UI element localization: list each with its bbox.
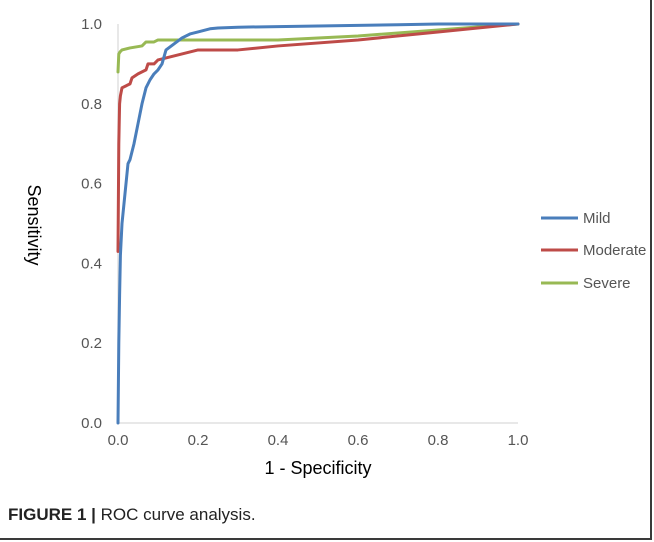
legend-label: Severe [583, 275, 631, 292]
tick-labels: 0.0 0.2 0.4 0.6 0.8 1.0 0.0 0.2 0.4 0.6 0.8 1.0 [81, 16, 528, 449]
y-tick-label: 0.0 [81, 415, 102, 432]
y-tick-label: 0.2 [81, 335, 102, 352]
series-line-severe [116, 22, 520, 74]
series-line-mild [116, 22, 520, 425]
legend-item-mild: Mild [541, 210, 611, 227]
x-tick-label: 0.6 [348, 432, 369, 449]
x-tick-label: 0.8 [428, 432, 449, 449]
legend: Mild Moderate Severe [541, 210, 646, 292]
y-tick-label: 1.0 [81, 16, 102, 33]
chart-axes [117, 24, 518, 424]
y-axis-title: Sensitivity [24, 184, 44, 265]
legend-label: Moderate [583, 242, 646, 259]
y-tick-label: 0.8 [81, 96, 102, 113]
series-line-moderate [116, 22, 520, 253]
roc-chart: 0.0 0.2 0.4 0.6 0.8 1.0 0.0 0.2 0.4 0.6 0.8 1.0 Mil… [24, 16, 646, 478]
x-tick-label: 0.0 [108, 432, 129, 449]
legend-item-moderate: Moderate [541, 242, 646, 259]
x-tick-label: 0.2 [188, 432, 209, 449]
legend-label: Mild [583, 210, 611, 227]
y-tick-label: 0.6 [81, 176, 102, 193]
caption-label: FIGURE 1 | [8, 505, 96, 524]
x-axis-title: 1 - Specificity [264, 458, 371, 478]
series-lines [116, 22, 520, 425]
legend-item-severe: Severe [541, 275, 631, 292]
caption-text: ROC curve analysis. [95, 505, 256, 524]
figure-caption: FIGURE 1 | ROC curve analysis. [8, 505, 256, 525]
x-tick-label: 0.4 [268, 432, 289, 449]
y-tick-label: 0.4 [81, 255, 102, 272]
x-tick-label: 1.0 [508, 432, 529, 449]
